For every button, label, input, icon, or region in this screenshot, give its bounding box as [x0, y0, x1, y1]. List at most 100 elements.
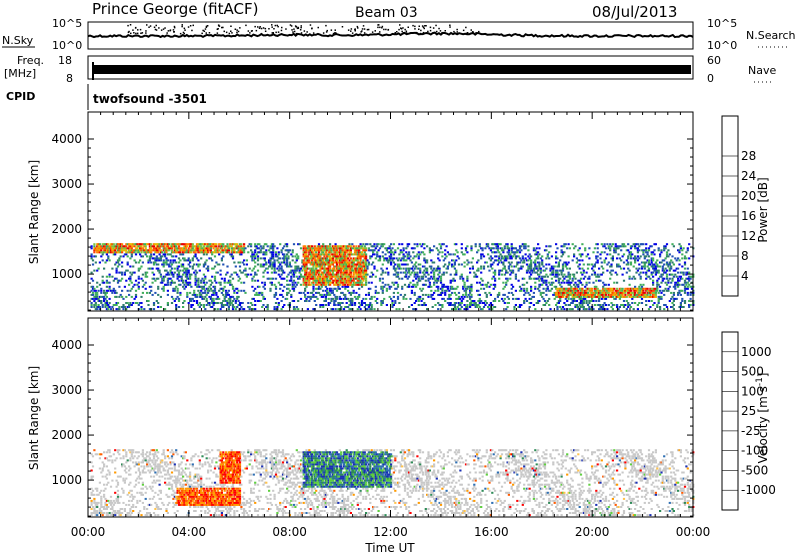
- echo-cell: [162, 279, 165, 282]
- echo-cell: [480, 267, 483, 270]
- echo-cell: [634, 295, 637, 298]
- echo-cell: [568, 273, 571, 276]
- echo-cell: [204, 251, 207, 254]
- echo-cell: [220, 306, 223, 308]
- echo-cell: [449, 304, 452, 306]
- echo-cell: [104, 249, 107, 252]
- echo-cell: [642, 293, 645, 296]
- echo-cell: [596, 261, 599, 264]
- echo-cell: [287, 265, 290, 268]
- echo-cell: [444, 291, 447, 294]
- nsky-point: [173, 25, 176, 28]
- echo-cell: [610, 289, 613, 292]
- echo-cell: [403, 283, 407, 286]
- echo-cell: [212, 302, 215, 304]
- echo-cell: [513, 247, 516, 250]
- echo-cell: [218, 263, 221, 266]
- echo-cell: [445, 289, 448, 292]
- echo-cell: [356, 263, 359, 266]
- echo-cell: [617, 265, 620, 268]
- echo-cell: [358, 281, 361, 284]
- echo-cell: [111, 247, 114, 250]
- echo-cell: [618, 245, 621, 248]
- echo-cell: [460, 243, 463, 246]
- nsky-point: [258, 27, 261, 29]
- nsky-point: [381, 25, 384, 28]
- echo-cell: [503, 255, 506, 258]
- echo-cell: [360, 302, 364, 304]
- echo-cell: [513, 265, 516, 268]
- echo-cell: [132, 245, 135, 248]
- echo-cell: [477, 289, 480, 292]
- echo-cell: [538, 267, 541, 270]
- echo-cell: [568, 277, 571, 280]
- echo-cell: [392, 257, 395, 260]
- echo-cell: [602, 271, 605, 274]
- echo-cell: [237, 295, 240, 298]
- echo-cell: [359, 275, 362, 278]
- echo-cell: [248, 306, 251, 308]
- echo-cell: [190, 300, 193, 302]
- echo-cell: [233, 297, 236, 300]
- echo-cell: [335, 297, 339, 300]
- echo-cell: [555, 271, 558, 274]
- echo-cell: [93, 297, 96, 300]
- echo-cell: [530, 287, 533, 290]
- echo-cell: [584, 285, 587, 288]
- echo-cell: [509, 257, 512, 260]
- echo-cell: [380, 302, 383, 304]
- echo-cell: [186, 283, 189, 286]
- echo-cell: [564, 287, 567, 290]
- echo-cell: [591, 295, 594, 298]
- echo-cell: [573, 253, 576, 256]
- echo-cell: [557, 273, 560, 276]
- echo-cell: [193, 308, 196, 311]
- echo-cell: [485, 302, 488, 304]
- echo-cell: [525, 289, 529, 292]
- echo-cell: [177, 297, 181, 300]
- echo-cell: [586, 267, 590, 270]
- echo-cell: [250, 249, 253, 252]
- echo-cell: [211, 297, 214, 300]
- echo-cell: [592, 293, 595, 296]
- nsky-point: [182, 31, 185, 34]
- echo-cell: [170, 247, 174, 250]
- echo-cell: [561, 306, 565, 308]
- echo-cell: [480, 287, 483, 290]
- nsky-point: [216, 32, 219, 34]
- echo-cell: [426, 259, 429, 262]
- nsky-point: [145, 30, 147, 32]
- echo-cell: [316, 253, 319, 256]
- echo-cell: [295, 259, 298, 262]
- echo-cell: [521, 261, 524, 264]
- echo-cell: [388, 257, 391, 260]
- echo-cell: [309, 247, 312, 250]
- echo-cell: [480, 253, 483, 256]
- echo-cell: [566, 300, 569, 302]
- echo-cell: [198, 306, 201, 308]
- echo-cell: [283, 285, 286, 288]
- echo-cell: [306, 247, 309, 250]
- echo-cell: [413, 302, 416, 304]
- echo-cell: [353, 249, 357, 252]
- echo-cell: [333, 253, 336, 256]
- echo-cell: [139, 267, 142, 270]
- echo-cell: [363, 271, 366, 274]
- echo-cell: [165, 257, 168, 260]
- echo-cell: [261, 281, 264, 284]
- echo-cell: [349, 281, 352, 284]
- echo-cell: [216, 251, 219, 254]
- echo-cell: [628, 291, 631, 294]
- echo-cell: [634, 302, 637, 304]
- echo-cell: [525, 300, 529, 302]
- echo-cell: [484, 247, 487, 250]
- echo-cell: [116, 281, 120, 284]
- echo-cell: [628, 277, 631, 280]
- echo-cell: [556, 295, 559, 298]
- echo-cell: [256, 257, 260, 260]
- echo-cell: [344, 251, 347, 254]
- echo-cell: [226, 300, 229, 302]
- echo-cell: [640, 289, 644, 292]
- echo-cell: [402, 253, 405, 256]
- echo-cell: [398, 243, 401, 246]
